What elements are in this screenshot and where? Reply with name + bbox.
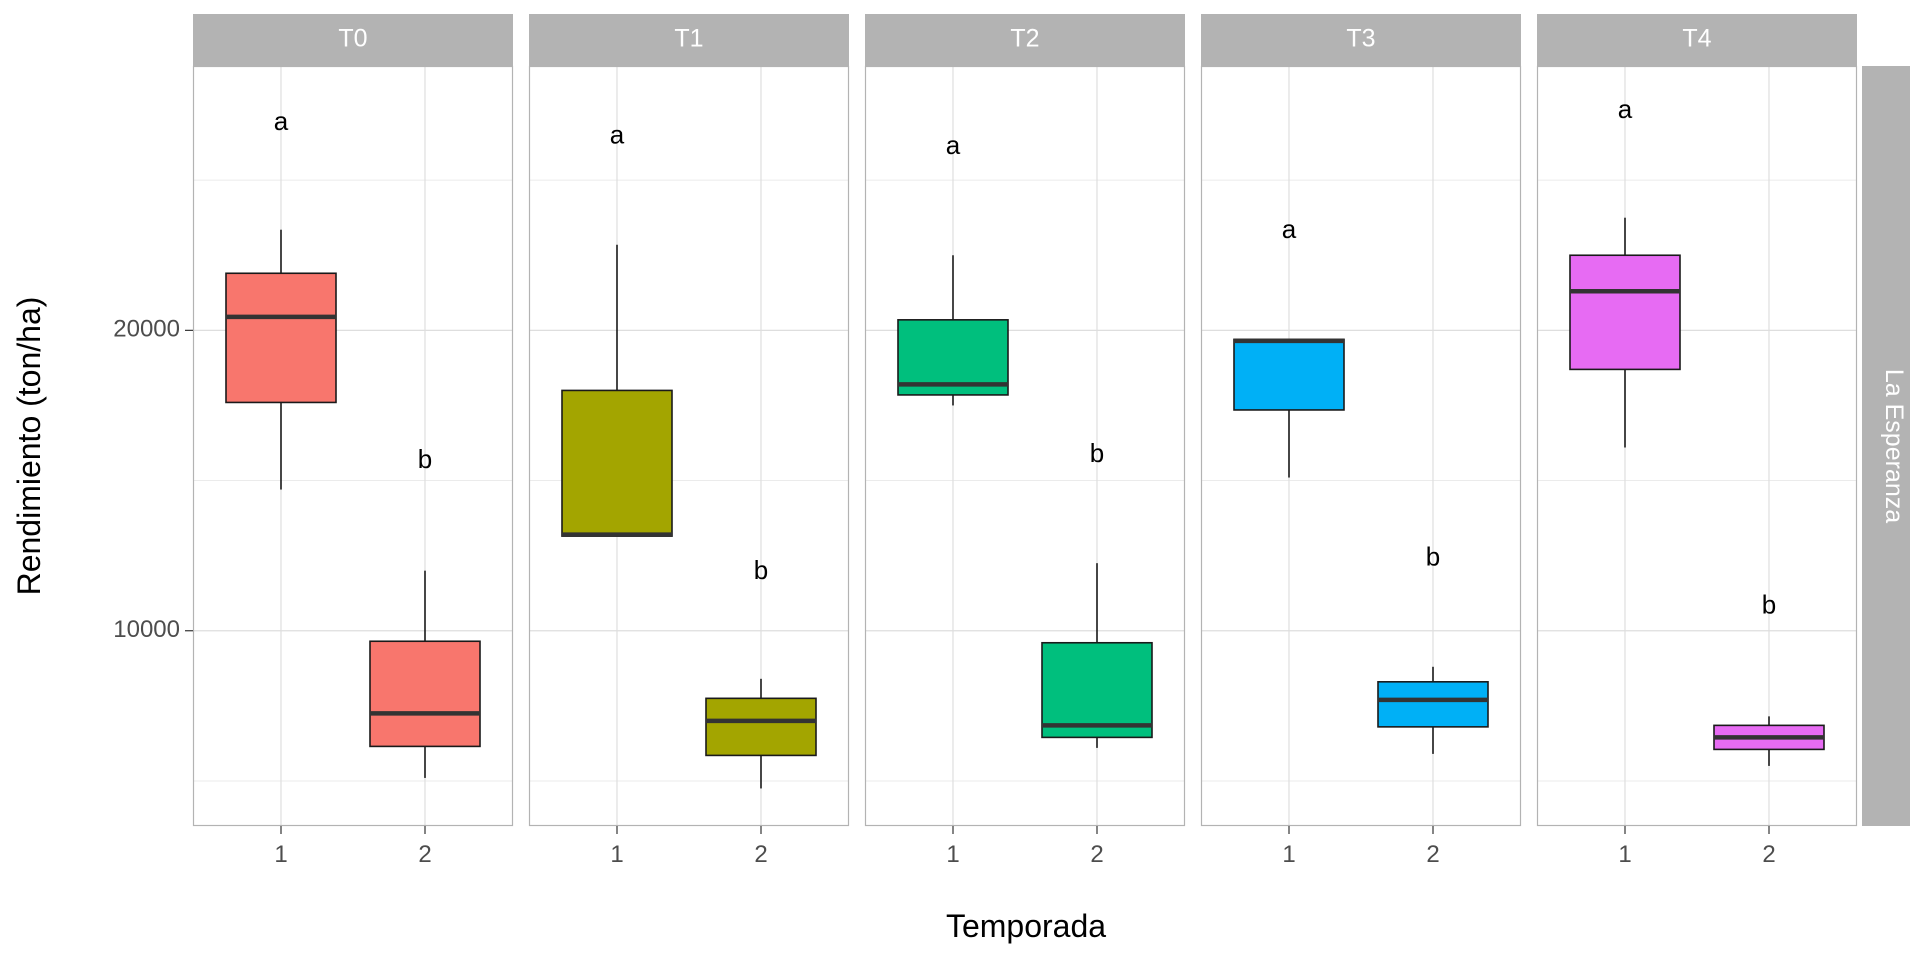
panel-strip-label: T1 [674, 25, 703, 53]
box-body [225, 272, 337, 404]
panel-strip [193, 14, 513, 66]
box-body [1377, 681, 1489, 728]
panel-background [1537, 66, 1857, 826]
panel-border [528, 65, 850, 827]
x-tick-label: 1 [1282, 841, 1295, 868]
row-facet-label: La Esperanza [1880, 369, 1908, 523]
significance-letter: a [274, 106, 289, 136]
x-tick-label: 2 [754, 841, 767, 868]
significance-letter: b [418, 444, 432, 474]
panel-strip-label: T2 [1010, 25, 1039, 53]
panel-t2: a b T2 1 2 [864, 14, 1186, 868]
x-tick-label: 1 [610, 841, 623, 868]
y-tick-label: 20000 [113, 316, 180, 343]
box-body [1569, 254, 1681, 371]
box-body [1233, 338, 1345, 411]
y-tick-label: 10000 [113, 616, 180, 643]
panel-t1: a b T1 1 2 [528, 14, 850, 868]
panel-strip-label: T4 [1682, 25, 1711, 53]
x-tick-label: 1 [946, 841, 959, 868]
x-tick-label: 2 [1762, 841, 1775, 868]
panel-strip-label: T0 [338, 25, 367, 53]
significance-letter: a [1618, 94, 1633, 124]
panel-strip [529, 14, 849, 66]
panel-border [864, 65, 1186, 827]
significance-letter: a [946, 130, 961, 160]
box-t4-2: b [1713, 590, 1825, 766]
panel-t4: a b T4 1 2 [1536, 14, 1858, 868]
panel-t0: a b T0 1 2 [192, 14, 514, 868]
x-tick-label: 2 [418, 841, 431, 868]
significance-letter: b [1762, 590, 1776, 620]
box-t2-1: a [897, 130, 1009, 406]
panel-strip-label: T3 [1346, 25, 1375, 53]
x-tick-label: 2 [1426, 841, 1439, 868]
panel-border [192, 65, 514, 827]
box-t2-2: b [1041, 438, 1153, 748]
row-facet-strip: La Esperanza [1862, 66, 1910, 826]
panel-border [1536, 65, 1858, 827]
significance-letter: a [610, 119, 625, 149]
box-body [1041, 641, 1153, 739]
panel-border [1200, 65, 1522, 827]
panel-strip [1537, 14, 1857, 66]
box-body [561, 389, 673, 537]
panel-strip [865, 14, 1185, 66]
significance-letter: b [1090, 438, 1104, 468]
x-axis-title: Temporada [946, 908, 1106, 944]
box-body [705, 697, 817, 757]
panel-strip [1201, 14, 1521, 66]
panel-t3: a b T3 1 2 [1200, 14, 1522, 868]
significance-letter: a [1282, 214, 1297, 244]
x-tick-label: 1 [1618, 841, 1631, 868]
box-t3-2: b [1377, 542, 1489, 754]
panels-layer: a b T0 1 2 a b T1 1 2 a b T2 1 2 a b T3 1 2 a b T4 1 2 [192, 14, 1858, 868]
significance-letter: b [754, 555, 768, 585]
box-body [369, 640, 481, 748]
y-axis: 10000 20000 [113, 316, 193, 643]
box-t1-1: a [561, 119, 673, 537]
box-t0-2: b [369, 444, 481, 778]
significance-letter: b [1426, 542, 1440, 572]
box-t0-1: a [225, 106, 337, 490]
box-t3-1: a [1233, 214, 1345, 478]
box-t1-2: b [705, 555, 817, 789]
x-tick-label: 2 [1090, 841, 1103, 868]
y-axis-title: Rendimiento (ton/ha) [11, 297, 47, 596]
x-tick-label: 1 [274, 841, 287, 868]
box-t4-1: a [1569, 94, 1681, 448]
